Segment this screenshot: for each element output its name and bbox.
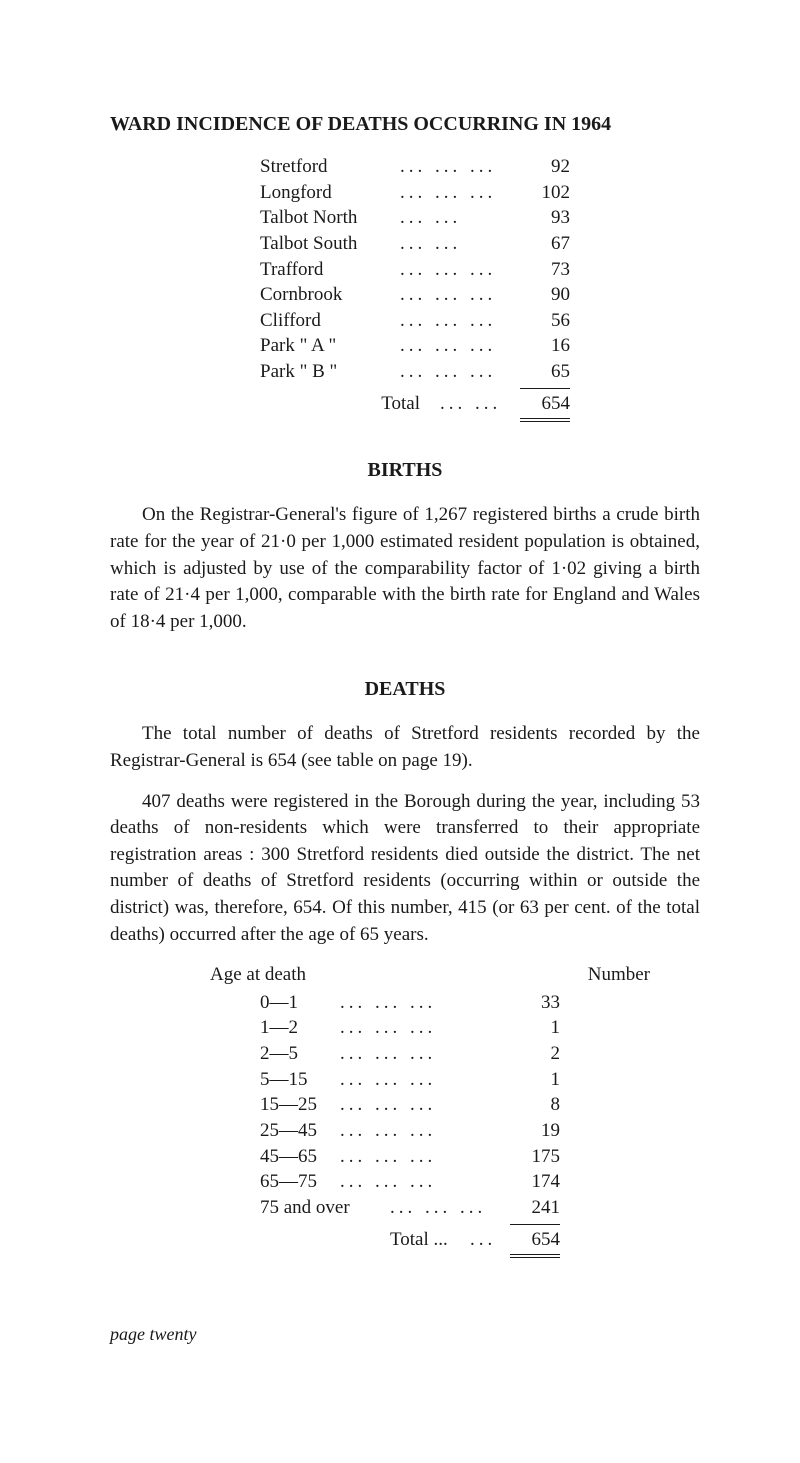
table-row: Talbot North ... ... 93 — [260, 205, 700, 231]
page-title: WARD INCIDENCE OF DEATHS OCCURRING IN 19… — [110, 110, 700, 138]
rule — [510, 1224, 560, 1225]
paragraph: The total number of deaths of Stretford … — [110, 721, 700, 774]
age-value: 2 — [490, 1041, 560, 1067]
total-value: 654 — [490, 1227, 560, 1253]
table-row: Park " A " ... ... ... 16 — [260, 333, 700, 359]
dots: ... ... ... — [400, 154, 520, 180]
dots: ... ... — [440, 391, 520, 417]
dots: ... ... ... — [340, 1067, 490, 1093]
dots: ... — [470, 1227, 490, 1253]
table-row: 25—45 ... ... ... 19 — [210, 1118, 700, 1144]
total-row: Total ... ... 654 — [260, 391, 570, 417]
dots: ... ... ... — [340, 1092, 490, 1118]
table-row: 65—75 ... ... ... 174 — [210, 1169, 700, 1195]
total-value: 654 — [520, 391, 570, 417]
dots: ... ... ... — [390, 1195, 490, 1221]
age-table: Age at death Number 0—1 ... ... ... 33 1… — [210, 962, 700, 1252]
dots: ... ... — [400, 231, 520, 257]
total-label: Total ... — [390, 1227, 470, 1253]
dots: ... ... ... — [340, 1169, 490, 1195]
table-row: Trafford ... ... ... 73 — [260, 257, 700, 283]
ward-value: 73 — [520, 257, 570, 283]
table-row: Talbot South ... ... 67 — [260, 231, 700, 257]
ward-label: Trafford — [260, 257, 400, 283]
age-header: Age at death Number — [210, 962, 700, 988]
dots: ... ... ... — [400, 333, 520, 359]
ward-label: Cornbrook — [260, 282, 400, 308]
age-value: 33 — [490, 990, 560, 1016]
ward-label: Clifford — [260, 308, 400, 334]
age-value: 8 — [490, 1092, 560, 1118]
paragraph: On the Registrar-General's figure of 1,2… — [110, 502, 700, 635]
ward-label: Talbot South — [260, 231, 400, 257]
total-row: Total ... ... 654 — [210, 1227, 560, 1253]
dots: ... ... ... — [340, 1015, 490, 1041]
age-header-right: Number — [390, 962, 650, 988]
age-header-left: Age at death — [210, 962, 390, 988]
table-row: Longford ... ... ... 102 — [260, 180, 700, 206]
table-row: Cornbrook ... ... ... 90 — [260, 282, 700, 308]
ward-value: 92 — [520, 154, 570, 180]
age-label: 25—45 — [260, 1118, 340, 1144]
age-label: 65—75 — [260, 1169, 340, 1195]
age-value: 241 — [490, 1195, 560, 1221]
ward-label: Park " B " — [260, 359, 400, 385]
ward-value: 65 — [520, 359, 570, 385]
age-label: 0—1 — [260, 990, 340, 1016]
dots: ... ... ... — [400, 282, 520, 308]
age-label: 15—25 — [260, 1092, 340, 1118]
paragraph: 407 deaths were registered in the Boroug… — [110, 789, 700, 949]
age-label: 1—2 — [260, 1015, 340, 1041]
ward-value: 90 — [520, 282, 570, 308]
dots: ... ... ... — [400, 308, 520, 334]
table-row: 45—65 ... ... ... 175 — [210, 1144, 700, 1170]
ward-value: 93 — [520, 205, 570, 231]
dots: ... ... ... — [400, 359, 520, 385]
age-value: 19 — [490, 1118, 560, 1144]
table-row: 2—5 ... ... ... 2 — [210, 1041, 700, 1067]
table-row: 15—25 ... ... ... 8 — [210, 1092, 700, 1118]
ward-value: 67 — [520, 231, 570, 257]
table-row: Stretford ... ... ... 92 — [260, 154, 700, 180]
age-label: 75 and over — [260, 1195, 390, 1221]
age-label: 2—5 — [260, 1041, 340, 1067]
dots: ... ... ... — [340, 1144, 490, 1170]
ward-value: 102 — [520, 180, 570, 206]
ward-table: Stretford ... ... ... 92 Longford ... ..… — [260, 154, 700, 416]
rule — [510, 1254, 560, 1258]
age-label: 45—65 — [260, 1144, 340, 1170]
section-heading-births: BIRTHS — [110, 456, 700, 484]
ward-label: Longford — [260, 180, 400, 206]
table-row: Park " B " ... ... ... 65 — [260, 359, 700, 385]
rule — [520, 388, 570, 389]
table-row: 75 and over ... ... ... 241 — [210, 1195, 700, 1221]
table-row: 5—15 ... ... ... 1 — [210, 1067, 700, 1093]
ward-value: 56 — [520, 308, 570, 334]
age-value: 175 — [490, 1144, 560, 1170]
age-label: 5—15 — [260, 1067, 340, 1093]
dots: ... ... ... — [400, 257, 520, 283]
age-value: 1 — [490, 1015, 560, 1041]
ward-label: Park " A " — [260, 333, 400, 359]
dots: ... ... ... — [400, 180, 520, 206]
dots: ... ... ... — [340, 1041, 490, 1067]
age-value: 1 — [490, 1067, 560, 1093]
ward-label: Stretford — [260, 154, 400, 180]
age-value: 174 — [490, 1169, 560, 1195]
ward-label: Talbot North — [260, 205, 400, 231]
dots: ... ... ... — [340, 1118, 490, 1144]
table-row: 0—1 ... ... ... 33 — [210, 990, 700, 1016]
table-row: Clifford ... ... ... 56 — [260, 308, 700, 334]
dots: ... ... ... — [340, 990, 490, 1016]
rule — [520, 418, 570, 422]
table-row: 1—2 ... ... ... 1 — [210, 1015, 700, 1041]
ward-value: 16 — [520, 333, 570, 359]
page-footer: page twenty — [110, 1322, 700, 1347]
total-label: Total — [260, 391, 440, 417]
dots: ... ... — [400, 205, 520, 231]
section-heading-deaths: DEATHS — [110, 675, 700, 703]
